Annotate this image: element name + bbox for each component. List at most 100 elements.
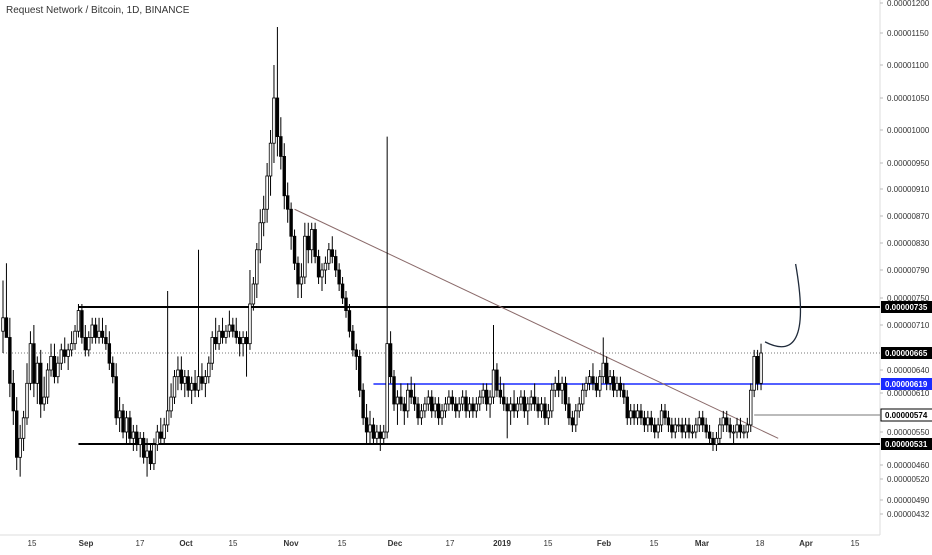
- candle-body: [419, 410, 424, 419]
- candle-body: [759, 352, 763, 384]
- y-tick-label: 0.00000432: [887, 510, 930, 519]
- candle-body: [601, 362, 605, 378]
- y-tick-label: 0.00000870: [887, 212, 930, 221]
- candle-body: [90, 324, 94, 338]
- candle-body: [268, 142, 273, 177]
- price-label-box: [881, 438, 932, 450]
- candle-body: [412, 396, 417, 405]
- candle-body: [141, 437, 146, 458]
- candle-body: [313, 229, 317, 257]
- candle-body: [200, 376, 204, 384]
- candle-body: [677, 424, 681, 427]
- candle-body: [423, 403, 427, 412]
- y-tick-label: 0.00000520: [887, 475, 930, 484]
- candle-body: [292, 235, 297, 264]
- candle-body: [536, 403, 540, 412]
- y-tick-label: 0.00001050: [887, 94, 930, 103]
- candle-body: [159, 431, 163, 439]
- candle-body: [145, 450, 149, 458]
- candle-body: [478, 396, 482, 405]
- candle-body: [484, 389, 489, 405]
- candle-body: [752, 355, 756, 391]
- candle-body: [69, 343, 74, 351]
- candle-body: [406, 389, 410, 412]
- candle-body: [447, 396, 451, 405]
- candle-body: [251, 283, 256, 305]
- candle-body: [611, 376, 616, 391]
- candle-body: [395, 396, 400, 405]
- candle-body: [155, 431, 160, 446]
- candle-body: [296, 262, 300, 285]
- candle-body: [244, 337, 249, 345]
- candle-body: [539, 403, 544, 412]
- candle-body: [454, 403, 458, 412]
- candle-body: [241, 337, 245, 345]
- x-tick-label: Sep: [79, 539, 94, 548]
- candle-body: [526, 403, 530, 412]
- candle-body: [234, 330, 238, 338]
- candle-body: [608, 376, 612, 384]
- candle-body: [615, 382, 619, 391]
- price-label-text: 0.00000531: [885, 440, 928, 449]
- candle-body: [491, 369, 496, 398]
- candle-body: [711, 437, 715, 446]
- candle-body: [642, 417, 647, 426]
- x-tick-label: 17: [136, 539, 145, 548]
- candle-body: [402, 403, 407, 412]
- candle-body: [104, 337, 108, 345]
- candle-body: [39, 362, 43, 405]
- trendline: [294, 208, 779, 439]
- candle-body: [598, 376, 602, 391]
- candle-body: [162, 424, 166, 439]
- candle-body: [580, 389, 585, 405]
- candle-body: [309, 229, 314, 251]
- candle-body: [707, 431, 712, 439]
- candle-body: [632, 410, 636, 419]
- candle-body: [337, 269, 341, 285]
- candle-body: [303, 235, 307, 278]
- x-tick-label: 17: [446, 539, 455, 548]
- candle-body: [361, 389, 365, 419]
- x-tick-label: 2019: [493, 539, 511, 548]
- candle-body: [731, 431, 736, 434]
- candle-body: [45, 369, 50, 398]
- candle-body: [8, 337, 12, 384]
- candle-body: [560, 382, 564, 391]
- candle-body: [498, 389, 503, 398]
- candle-body: [584, 382, 588, 391]
- candle-body: [227, 324, 232, 332]
- candle-body: [83, 337, 88, 351]
- candle-body: [591, 376, 595, 384]
- candle-body: [220, 330, 225, 338]
- candle-body: [327, 249, 331, 264]
- candle-body: [721, 417, 725, 426]
- candle-body: [663, 410, 667, 419]
- candle-body: [189, 382, 194, 391]
- candle-body: [436, 403, 441, 419]
- candle-body: [635, 410, 640, 419]
- y-tick-label: 0.00000830: [887, 239, 930, 248]
- candle-body: [203, 376, 208, 384]
- candle-body: [532, 396, 537, 405]
- candle-body: [28, 343, 33, 384]
- x-tick-label: Feb: [597, 539, 611, 548]
- candle-body: [334, 256, 338, 271]
- candle-body: [718, 424, 722, 439]
- price-label-box: [881, 347, 932, 359]
- candle-body: [694, 424, 698, 433]
- candle-body: [148, 450, 153, 465]
- y-tick-label: 0.00000750: [887, 294, 930, 303]
- y-tick-label: 0.00001000: [887, 126, 930, 135]
- candle-body: [285, 195, 290, 210]
- candle-body: [543, 403, 547, 419]
- candle-body: [18, 437, 22, 458]
- candle-body: [742, 431, 746, 434]
- candle-body: [275, 97, 280, 137]
- candle-body: [687, 424, 691, 433]
- candle-body: [594, 382, 599, 391]
- candle-body: [323, 262, 328, 271]
- candle-body: [505, 403, 509, 412]
- candle-body: [272, 97, 276, 144]
- candle-body: [512, 403, 516, 412]
